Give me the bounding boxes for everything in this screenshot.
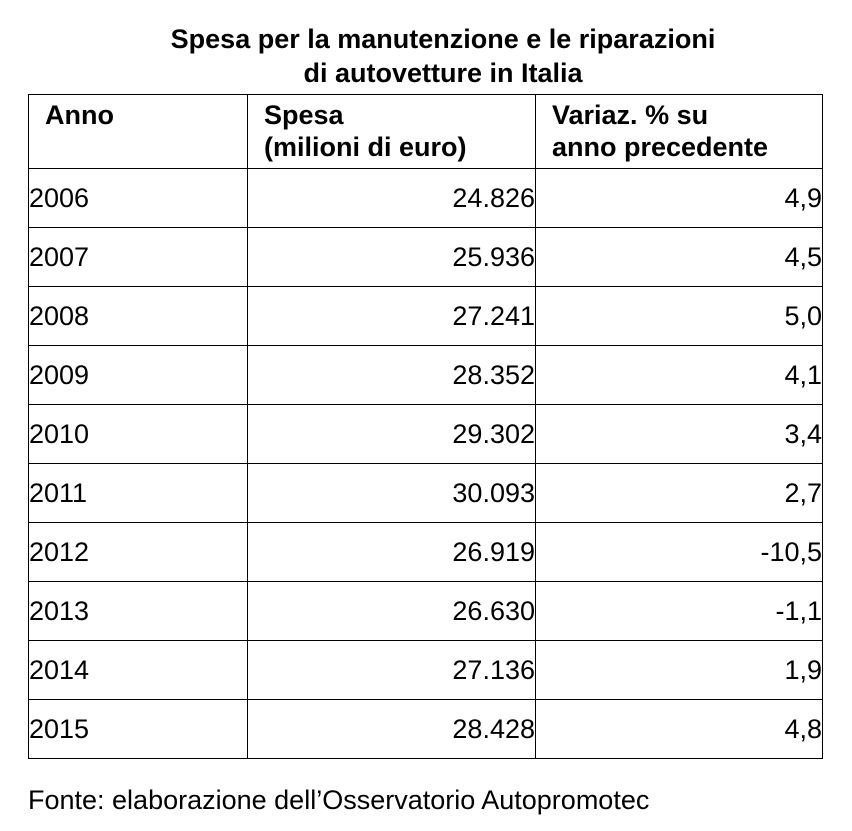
table-row: 2009 28.352 4,1 (28, 345, 823, 405)
cell-year: 2010 (28, 404, 248, 464)
header-variazione: Variaz. % su anno precedente (535, 94, 823, 169)
expense-table: Anno Spesa (milioni di euro) Variaz. % s… (28, 94, 823, 759)
cell-spesa: 29.302 (247, 404, 536, 464)
cell-year: 2012 (28, 522, 248, 582)
cell-spesa: 27.136 (247, 640, 536, 700)
table-row: 2010 29.302 3,4 (28, 404, 823, 464)
cell-variazione: 5,0 (535, 286, 823, 346)
cell-variazione: -10,5 (535, 522, 823, 582)
table-row: 2012 26.919 -10,5 (28, 522, 823, 582)
cell-spesa: 26.919 (247, 522, 536, 582)
cell-spesa: 28.428 (247, 699, 536, 759)
cell-year: 2013 (28, 581, 248, 641)
table-row: 2015 28.428 4,8 (28, 699, 823, 759)
table-row: 2008 27.241 5,0 (28, 286, 823, 346)
cell-variazione: 4,5 (535, 227, 823, 287)
header-spesa: Spesa (milioni di euro) (247, 94, 536, 169)
cell-year: 2014 (28, 640, 248, 700)
cell-year: 2009 (28, 345, 248, 405)
title-line-2: di autovetture in Italia (303, 58, 583, 88)
cell-variazione: -1,1 (535, 581, 823, 641)
cell-variazione: 1,9 (535, 640, 823, 700)
cell-spesa: 27.241 (247, 286, 536, 346)
header-spesa-line1: Spesa (264, 100, 344, 130)
cell-year: 2007 (28, 227, 248, 287)
table-row: 2014 27.136 1,9 (28, 640, 823, 700)
header-spesa-line2: (milioni di euro) (264, 132, 467, 162)
source-note: Fonte: elaborazione dell’Osservatorio Au… (28, 785, 650, 815)
header-variazione-line1: Variaz. % su (552, 100, 709, 130)
cell-year: 2006 (28, 168, 248, 228)
cell-variazione: 2,7 (535, 463, 823, 523)
cell-year: 2015 (28, 699, 248, 759)
table-row: 2006 24.826 4,9 (28, 168, 823, 228)
cell-spesa: 30.093 (247, 463, 536, 523)
table-row: 2013 26.630 -1,1 (28, 581, 823, 641)
header-variazione-line2: anno precedente (552, 132, 769, 162)
header-anno-line1: Anno (45, 100, 114, 130)
table-header-row: Anno Spesa (milioni di euro) Variaz. % s… (28, 94, 823, 169)
cell-variazione: 4,8 (535, 699, 823, 759)
cell-spesa: 24.826 (247, 168, 536, 228)
table-row: 2011 30.093 2,7 (28, 463, 823, 523)
cell-variazione: 3,4 (535, 404, 823, 464)
cell-spesa: 28.352 (247, 345, 536, 405)
page-title: Spesa per la manutenzione e le riparazio… (0, 22, 852, 90)
table-row: 2007 25.936 4,5 (28, 227, 823, 287)
title-line-1: Spesa per la manutenzione e le riparazio… (170, 24, 716, 54)
cell-variazione: 4,9 (535, 168, 823, 228)
cell-year: 2008 (28, 286, 248, 346)
cell-year: 2011 (28, 463, 248, 523)
cell-spesa: 26.630 (247, 581, 536, 641)
header-anno: Anno (28, 94, 248, 169)
cell-variazione: 4,1 (535, 345, 823, 405)
cell-spesa: 25.936 (247, 227, 536, 287)
